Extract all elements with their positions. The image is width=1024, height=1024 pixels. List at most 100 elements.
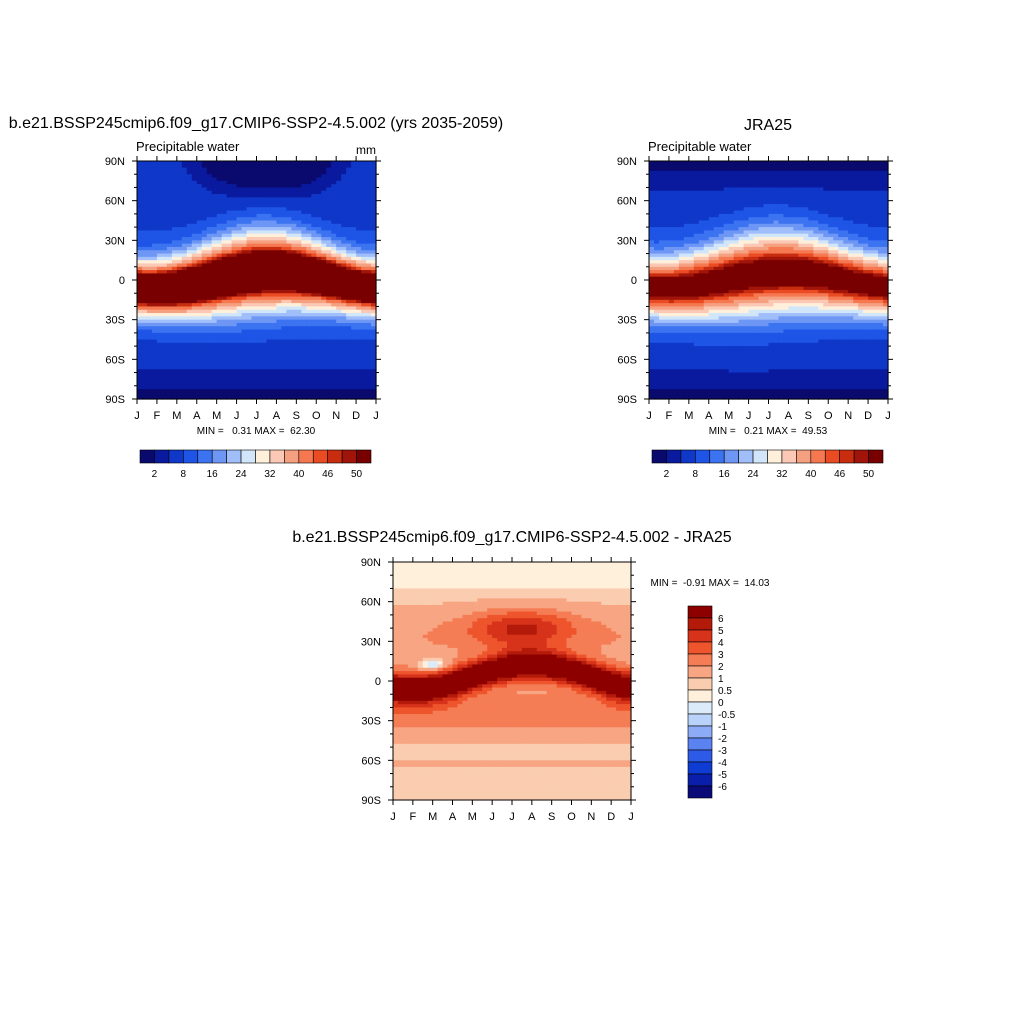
contour-cell [226, 260, 233, 265]
contour-cell [803, 180, 809, 185]
contour-cell [206, 362, 213, 367]
contour-cell [788, 197, 794, 202]
contour-cell [351, 250, 357, 255]
contour-cell [361, 392, 367, 397]
contour-cell [251, 207, 258, 212]
contour-cell [296, 187, 302, 192]
contour-cell [141, 170, 148, 175]
contour-cell [266, 309, 273, 314]
contour-cell [241, 322, 248, 327]
contour-cell [181, 289, 188, 294]
contour-cell [266, 280, 273, 284]
contour-cell [241, 372, 248, 377]
contour-cell [296, 246, 302, 251]
contour-cell [171, 187, 178, 192]
contour-cell [738, 207, 745, 212]
contour-cell [166, 164, 173, 169]
contour-cell [878, 164, 884, 169]
contour-cell [146, 194, 153, 198]
contour-cell [196, 213, 203, 218]
contour-cell [683, 200, 690, 205]
contour-cell [341, 246, 347, 251]
contour-cell [201, 336, 208, 341]
contour-cell [351, 293, 357, 298]
contour-cell [156, 346, 163, 351]
contour-cell [803, 250, 809, 255]
contour-cell [818, 167, 824, 172]
contour-cell [311, 326, 317, 331]
contour-cell [186, 356, 193, 360]
contour-cell [823, 161, 829, 165]
contour-cell [266, 336, 273, 341]
contour-cell [351, 227, 357, 232]
contour-cell [236, 283, 243, 288]
contour-cell [241, 336, 248, 341]
contour-cell [868, 161, 874, 165]
contour-cell [171, 322, 178, 327]
contour-cell [341, 164, 347, 169]
contour-cell [828, 170, 834, 175]
contour-cell [171, 299, 178, 304]
contour-cell [221, 170, 228, 175]
contour-cell [306, 319, 312, 324]
contour-cell [137, 246, 143, 251]
contour-cell [321, 332, 327, 337]
contour-cell [276, 379, 282, 384]
contour-cell [788, 213, 794, 218]
contour-cell [763, 180, 770, 185]
contour-cell [231, 296, 238, 301]
contour-cell [788, 207, 794, 212]
contour-cell [141, 217, 148, 222]
contour-cell [336, 352, 342, 357]
contour-cell [166, 352, 173, 357]
contour-cell [231, 266, 238, 271]
contour-cell [649, 227, 655, 232]
contour-cell [271, 356, 278, 360]
contour-cell [296, 170, 302, 175]
contour-cell [833, 243, 839, 248]
contour-cell [276, 220, 282, 225]
contour-cell [276, 289, 282, 294]
contour-cell [336, 375, 342, 380]
contour-cell [341, 237, 347, 241]
contour-cell [798, 200, 804, 205]
contour-cell [221, 210, 228, 215]
contour-cell [758, 217, 765, 222]
contour-cell [156, 326, 163, 331]
contour-cell [296, 266, 302, 271]
contour-cell [256, 246, 263, 251]
contour-cell [798, 170, 804, 175]
contour-cell [216, 273, 223, 278]
contour-cell [226, 289, 233, 294]
contour-cell [216, 309, 223, 314]
contour-cell [236, 190, 243, 195]
contour-cell [246, 385, 253, 390]
contour-cell [306, 164, 312, 169]
contour-cell [853, 184, 859, 189]
contour-cell [356, 203, 362, 208]
contour-cell [196, 187, 203, 192]
contour-cell [306, 184, 312, 189]
contour-cell [281, 270, 287, 274]
contour-cell [763, 233, 770, 238]
contour-cell [321, 319, 327, 324]
contour-cell [371, 362, 377, 367]
x-tick-label: S [293, 410, 300, 422]
contour-cell [683, 217, 690, 222]
contour-cell [266, 170, 273, 175]
contour-cell [291, 223, 297, 228]
contour-cell [878, 250, 884, 255]
contour-cell [176, 306, 183, 311]
contour-cell [718, 217, 725, 222]
contour-cell [206, 372, 213, 377]
contour-cell [161, 167, 168, 172]
contour-cell [171, 336, 178, 341]
contour-cell [151, 280, 158, 284]
contour-cell [723, 177, 730, 182]
contour-cell [758, 167, 765, 172]
contour-cell [653, 253, 660, 258]
contour-cell [261, 230, 268, 235]
contour-cell [356, 194, 362, 198]
contour-cell [653, 170, 660, 175]
contour-cell [176, 233, 183, 238]
